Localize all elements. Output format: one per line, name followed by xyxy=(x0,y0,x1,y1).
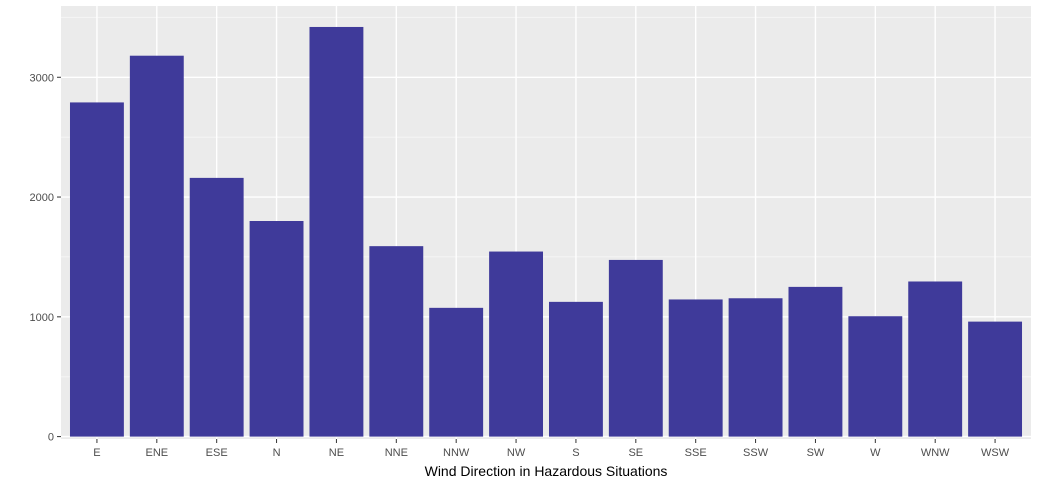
bar-ese xyxy=(189,177,244,437)
bar-nw xyxy=(489,251,544,437)
bar-sse xyxy=(668,299,723,437)
x-tick-label: SSW xyxy=(743,447,769,459)
bar-nne xyxy=(369,246,424,437)
x-tick-label: ESE xyxy=(206,447,228,459)
bar-e xyxy=(69,102,124,437)
x-tick-label: NNW xyxy=(443,447,470,459)
y-tick-label: 0 xyxy=(48,432,54,444)
x-tick-label: N xyxy=(273,447,281,459)
bar-n xyxy=(249,221,304,437)
x-tick-label: WNW xyxy=(921,447,950,459)
x-axis-title: Wind Direction in Hazardous Situations xyxy=(425,463,668,479)
bar-ssw xyxy=(728,298,783,437)
y-axis: 0 1000 2000 3000 xyxy=(30,72,61,444)
bar-ene xyxy=(129,55,184,437)
x-tick-label: SE xyxy=(628,447,643,459)
bar-sw xyxy=(788,286,843,437)
x-tick-label: ENE xyxy=(145,447,168,459)
x-tick-label: WSW xyxy=(981,447,1010,459)
bar-s xyxy=(548,301,603,437)
bar-wnw xyxy=(908,281,963,437)
bar-w xyxy=(848,316,903,437)
bar-nnw xyxy=(429,307,484,437)
x-tick-label: S xyxy=(572,447,579,459)
x-tick-label: NW xyxy=(507,447,526,459)
x-tick-label: SSE xyxy=(685,447,707,459)
x-axis: E ENE ESE N NE NNE NNW NW S SE SSE SSW SW W WNW WSW xyxy=(93,439,1010,459)
bar-ne xyxy=(309,26,364,437)
x-tick-label: E xyxy=(93,447,100,459)
y-tick-label: 3000 xyxy=(30,72,54,84)
x-tick-label: W xyxy=(870,447,881,459)
x-tick-label: NNE xyxy=(385,447,408,459)
x-tick-label: NE xyxy=(329,447,344,459)
x-tick-label: SW xyxy=(807,447,825,459)
bar-se xyxy=(608,259,663,437)
y-tick-label: 1000 xyxy=(30,312,54,324)
bar-wsw xyxy=(968,321,1023,437)
y-tick-label: 2000 xyxy=(30,192,54,204)
bars xyxy=(69,26,1023,437)
